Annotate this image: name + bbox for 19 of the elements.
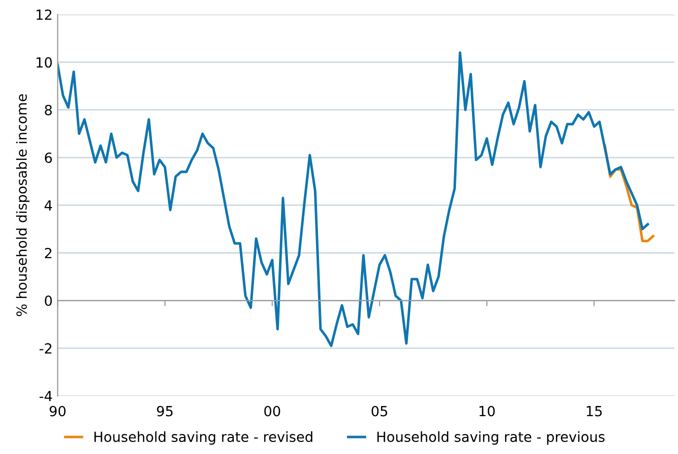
y-tick-label: -4 [40,391,52,402]
line-series [58,51,650,348]
x-tick-label: 00 [264,406,280,416]
legend-label: Household saving rate - previous [377,431,605,445]
x-tick-label: 90 [50,406,66,416]
y-axis-title: % household disposable income [16,94,30,316]
y-tick-label: 0 [44,296,52,306]
y-tick-label: 2 [44,248,52,258]
x-tick-label: 10 [480,406,495,416]
y-tick-label: 4 [44,200,52,210]
x-tick-label: 95 [156,406,173,416]
y-tick-label: -2 [40,343,52,354]
y-tick-label: 12 [36,9,52,20]
x-tick-label: 15 [586,406,602,416]
y-tick-label: 10 [36,57,52,68]
y-tick-label: 6 [44,152,52,164]
x-tick-label: 05 [372,406,388,416]
y-tick-label: 8 [44,104,52,116]
legend-label: Household saving rate - revised [94,431,312,445]
